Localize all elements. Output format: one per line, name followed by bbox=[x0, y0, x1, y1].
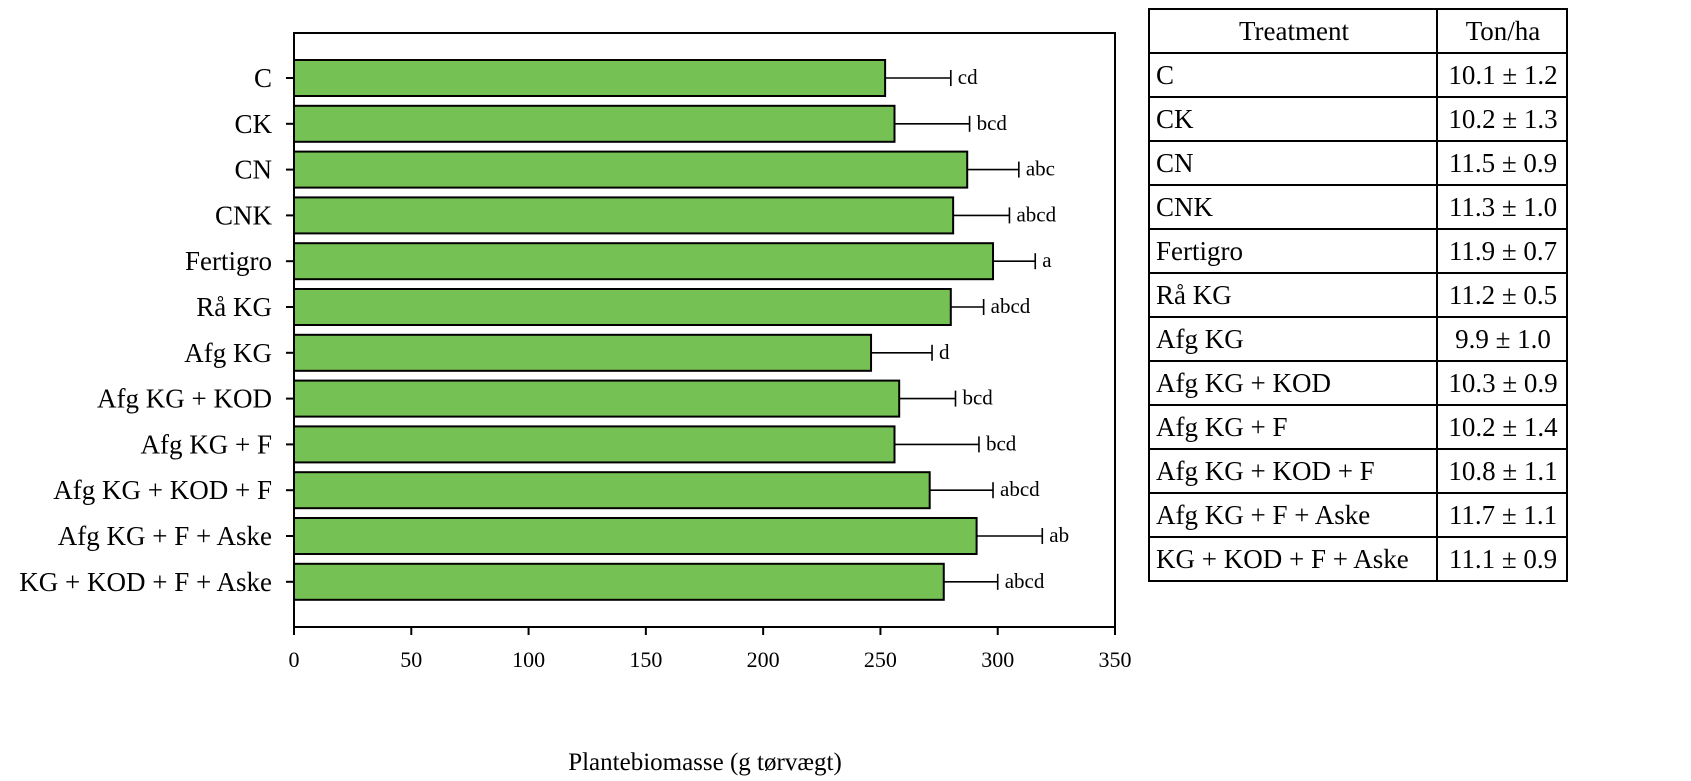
x-tick-label: 0 bbox=[289, 647, 300, 672]
header-treatment: Treatment bbox=[1148, 8, 1438, 54]
significance-letter: bcd bbox=[962, 386, 993, 410]
category-label: CNK bbox=[215, 200, 273, 230]
x-ticks-group: 0 50 100 150 200 250 300 350 bbox=[289, 627, 1132, 672]
yield-cell: 11.9 ± 0.7 bbox=[1436, 228, 1568, 274]
x-tick-label: 350 bbox=[1099, 647, 1132, 672]
significance-letter: d bbox=[939, 340, 950, 364]
table-row: Afg KG + F + Aske 11.7 ± 1.1 bbox=[1148, 492, 1568, 538]
table-header-row: Treatment Ton/ha bbox=[1148, 8, 1568, 54]
plot-area bbox=[293, 32, 1116, 628]
yield-cell: 10.1 ± 1.2 bbox=[1436, 52, 1568, 98]
yield-cell: 11.7 ± 1.1 bbox=[1436, 492, 1568, 538]
category-label: Afg KG + F bbox=[141, 429, 272, 459]
category-label: C bbox=[254, 63, 272, 93]
bar bbox=[293, 333, 873, 372]
category-label: Rå KG bbox=[196, 292, 272, 322]
treatment-cell: Afg KG + KOD + F bbox=[1148, 448, 1438, 494]
bars-group bbox=[293, 59, 995, 601]
treatment-cell: Afg KG + F bbox=[1148, 404, 1438, 450]
table-row: C 10.1 ± 1.2 bbox=[1148, 52, 1568, 98]
treatment-cell: Afg KG + KOD bbox=[1148, 360, 1438, 406]
bar bbox=[293, 104, 896, 143]
treatment-cell: C bbox=[1148, 52, 1438, 98]
treatment-cell: Fertigro bbox=[1148, 228, 1438, 274]
significance-letter: bcd bbox=[986, 431, 1017, 455]
yield-cell: 10.3 ± 0.9 bbox=[1436, 360, 1568, 406]
bar bbox=[293, 288, 952, 326]
treatment-cell: Afg KG + F + Aske bbox=[1148, 492, 1438, 538]
category-labels-group: C CK CN CNK Fertigro Rå KG Afg KG Afg KG + KOD A… bbox=[19, 63, 294, 597]
error-bars-group bbox=[871, 70, 1044, 590]
yield-cell: 11.2 ± 0.5 bbox=[1436, 272, 1568, 318]
table-row: Fertigro 11.9 ± 0.7 bbox=[1148, 228, 1568, 274]
table-row: Afg KG 9.9 ± 1.0 bbox=[1148, 316, 1568, 362]
treatment-cell: Rå KG bbox=[1148, 272, 1438, 318]
category-label: Afg KG + KOD + F bbox=[53, 475, 272, 505]
category-label: CN bbox=[234, 155, 272, 185]
bar bbox=[293, 242, 995, 281]
bar bbox=[293, 471, 931, 510]
category-label: CK bbox=[234, 109, 272, 139]
bar bbox=[293, 59, 887, 97]
x-tick-label: 250 bbox=[864, 647, 897, 672]
significance-letter: abcd bbox=[991, 294, 1031, 318]
yield-table: Treatment Ton/ha C 10.1 ± 1.2 CK 10.2 ± 1.3… bbox=[1148, 8, 1568, 582]
table-row: CN 11.5 ± 0.9 bbox=[1148, 140, 1568, 186]
significance-letter: abc bbox=[1026, 157, 1055, 181]
significance-letter: ab bbox=[1049, 523, 1069, 547]
table-row: Afg KG + F 10.2 ± 1.4 bbox=[1148, 404, 1568, 450]
category-label: Afg KG bbox=[184, 338, 272, 368]
bar bbox=[293, 150, 969, 189]
yield-cell: 10.2 ± 1.3 bbox=[1436, 96, 1568, 142]
yield-table-container: Treatment Ton/ha C 10.1 ± 1.2 CK 10.2 ± 1.3… bbox=[1148, 8, 1568, 582]
yield-cell: 9.9 ± 1.0 bbox=[1436, 316, 1568, 362]
yield-cell: 10.2 ± 1.4 bbox=[1436, 404, 1568, 450]
category-label: Fertigro bbox=[185, 246, 272, 276]
significance-letter: abcd bbox=[1005, 569, 1045, 593]
significance-letter: abcd bbox=[1000, 477, 1040, 501]
bar bbox=[293, 379, 901, 418]
treatment-cell: Afg KG bbox=[1148, 316, 1438, 362]
x-tick-label: 200 bbox=[747, 647, 780, 672]
table-row: Rå KG 11.2 ± 0.5 bbox=[1148, 272, 1568, 318]
x-tick-label: 300 bbox=[981, 647, 1014, 672]
yield-cell: 11.1 ± 0.9 bbox=[1436, 536, 1568, 582]
x-tick-label: 50 bbox=[400, 647, 422, 672]
yield-cell: 11.3 ± 1.0 bbox=[1436, 184, 1568, 230]
table-row: KG + KOD + F + Aske 11.1 ± 0.9 bbox=[1148, 536, 1568, 582]
yield-cell: 11.5 ± 0.9 bbox=[1436, 140, 1568, 186]
treatment-cell: CK bbox=[1148, 96, 1438, 142]
x-tick-label: 150 bbox=[629, 647, 662, 672]
category-label: KG + KOD + F + Aske bbox=[19, 567, 272, 597]
category-label: Afg KG + KOD bbox=[97, 384, 272, 414]
table-row: Afg KG + KOD 10.3 ± 0.9 bbox=[1148, 360, 1568, 406]
significance-letter: cd bbox=[958, 65, 978, 89]
bar bbox=[293, 196, 955, 235]
header-ton-ha: Ton/ha bbox=[1436, 8, 1568, 54]
table-row: CK 10.2 ± 1.3 bbox=[1148, 96, 1568, 142]
bar bbox=[293, 562, 945, 601]
yield-cell: 10.8 ± 1.1 bbox=[1436, 448, 1568, 494]
significance-letter: abcd bbox=[1016, 202, 1056, 226]
x-axis-title: Plantebiomasse (g tørvægt) bbox=[568, 749, 842, 776]
bar bbox=[293, 425, 896, 464]
treatment-cell: KG + KOD + F + Aske bbox=[1148, 536, 1438, 582]
category-label: Afg KG + F + Aske bbox=[58, 521, 272, 551]
x-tick-label: 100 bbox=[512, 647, 545, 672]
table-row: CNK 11.3 ± 1.0 bbox=[1148, 184, 1568, 230]
significance-letter: a bbox=[1042, 248, 1052, 272]
treatment-cell: CN bbox=[1148, 140, 1438, 186]
table-body: C 10.1 ± 1.2 CK 10.2 ± 1.3 CN 11.5 ± 0.9 CNK 11… bbox=[1148, 52, 1568, 582]
bar bbox=[293, 517, 978, 555]
significance-letter: bcd bbox=[977, 111, 1008, 135]
table-row: Afg KG + KOD + F 10.8 ± 1.1 bbox=[1148, 448, 1568, 494]
treatment-cell: CNK bbox=[1148, 184, 1438, 230]
